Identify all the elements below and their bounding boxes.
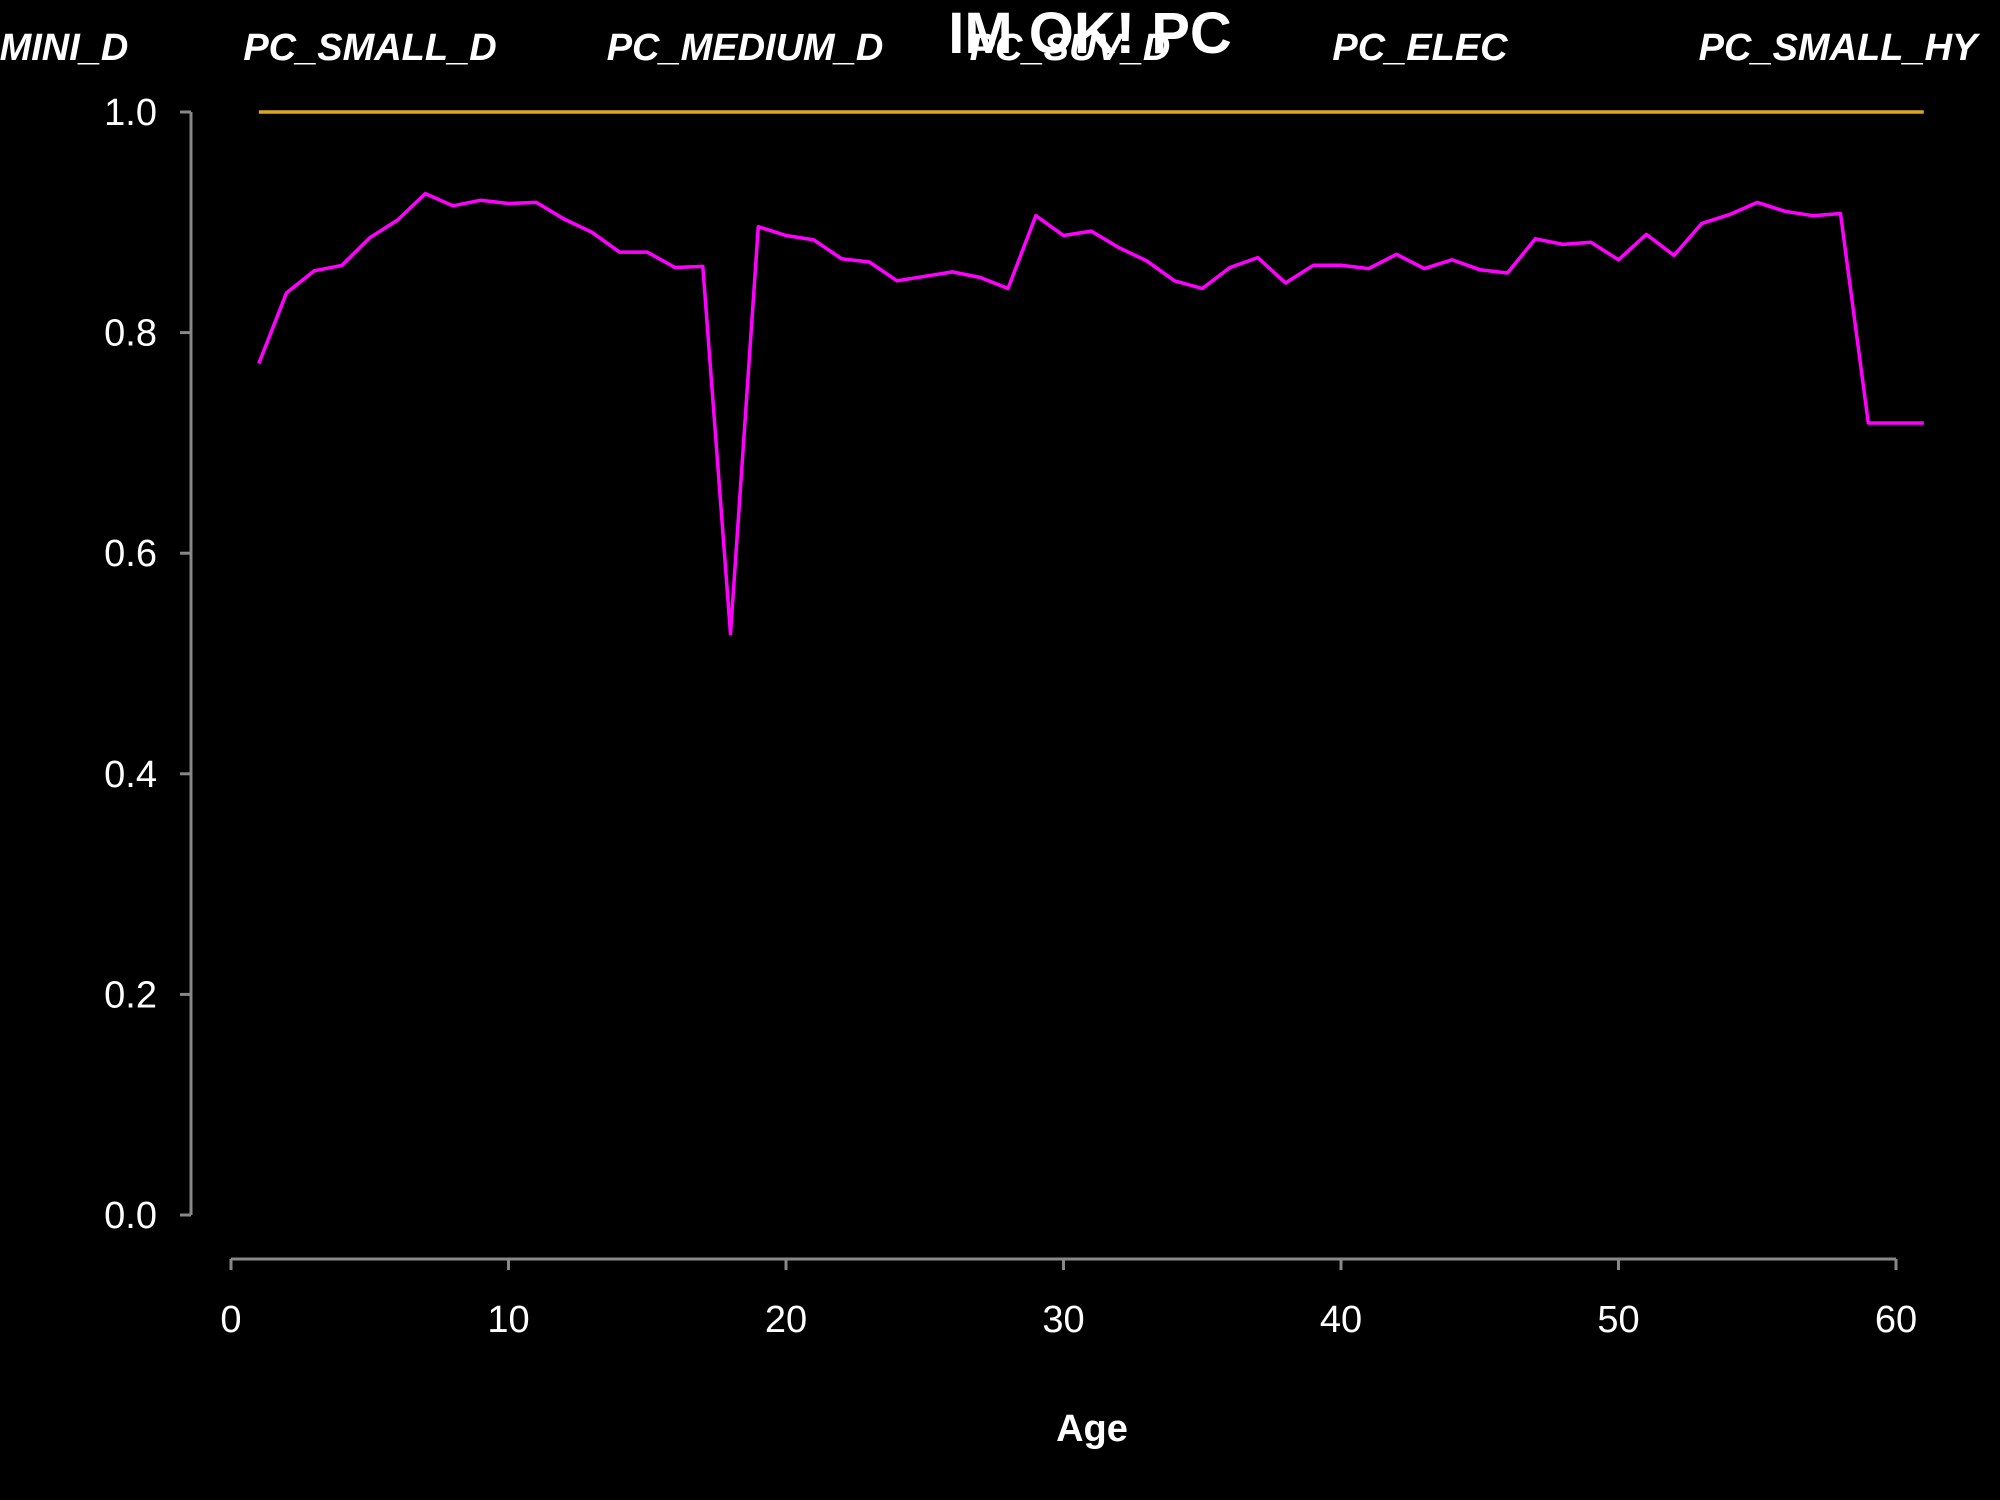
y-axis: 0.0 0.2 0.4 0.6 0.8 1.0 [104,92,193,1237]
y-tick-label: 0.6 [104,533,157,575]
category-label: PC_SUV_D [970,27,1171,69]
x-tick-label: 10 [487,1299,529,1341]
x-axis-label: Age [1056,1408,1128,1450]
category-label: PC_MINI_D [0,27,128,69]
y-tick-label: 0.8 [104,313,157,355]
x-axis: 0 10 20 30 40 50 60 [220,1257,1917,1341]
chart-title: IM OK! PC [948,1,1232,66]
category-label: PC_ELEC [1332,27,1508,69]
x-tick-label: 20 [765,1299,807,1341]
category-label: PC_MEDIUM_D [607,27,884,69]
y-tick-label: 0.0 [104,1195,157,1237]
x-tick-label: 0 [220,1299,241,1341]
x-tick-label: 60 [1875,1299,1917,1341]
y-tick-label: 0.2 [104,974,157,1016]
series-line-main [257,191,1924,636]
y-tick-label: 1.0 [104,92,157,134]
y-tick-label: 0.4 [104,754,157,796]
series-layer [257,110,1924,636]
x-tick-label: 50 [1597,1299,1639,1341]
x-tick-label: 40 [1320,1299,1362,1341]
category-labels: PC_MINI_D PC_SMALL_D PC_MEDIUM_D PC_SUV_D PC… [0,27,1981,69]
category-label: PC_SMALL_D [243,27,496,69]
category-label: PC_SMALL_HY [1699,27,1981,69]
x-tick-label: 30 [1042,1299,1084,1341]
